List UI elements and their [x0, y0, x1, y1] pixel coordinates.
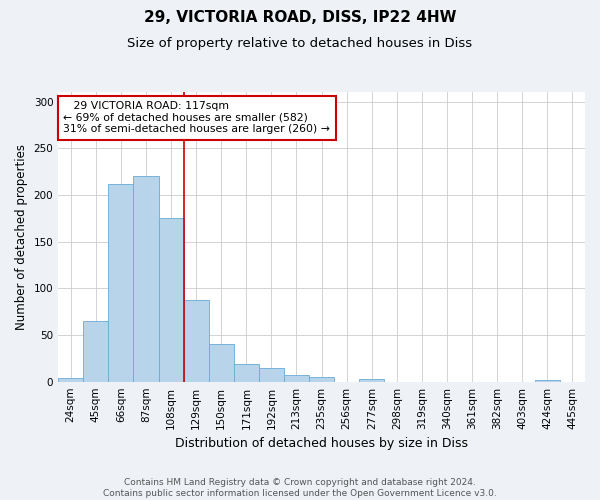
Text: 29, VICTORIA ROAD, DISS, IP22 4HW: 29, VICTORIA ROAD, DISS, IP22 4HW [144, 10, 456, 25]
Bar [184, 300, 209, 382]
Bar [58, 378, 83, 382]
Bar [133, 176, 158, 382]
Bar [359, 379, 385, 382]
Bar [535, 380, 560, 382]
Bar [259, 368, 284, 382]
Y-axis label: Number of detached properties: Number of detached properties [15, 144, 28, 330]
Bar [109, 184, 133, 382]
Bar [209, 344, 234, 382]
Text: Size of property relative to detached houses in Diss: Size of property relative to detached ho… [127, 38, 473, 51]
Bar [234, 364, 259, 382]
X-axis label: Distribution of detached houses by size in Diss: Distribution of detached houses by size … [175, 437, 468, 450]
Text: Contains HM Land Registry data © Crown copyright and database right 2024.
Contai: Contains HM Land Registry data © Crown c… [103, 478, 497, 498]
Text: 29 VICTORIA ROAD: 117sqm   
← 69% of detached houses are smaller (582)
31% of se: 29 VICTORIA ROAD: 117sqm ← 69% of detach… [64, 101, 331, 134]
Bar [83, 321, 109, 382]
Bar [158, 218, 184, 382]
Bar [309, 377, 334, 382]
Bar [284, 375, 309, 382]
